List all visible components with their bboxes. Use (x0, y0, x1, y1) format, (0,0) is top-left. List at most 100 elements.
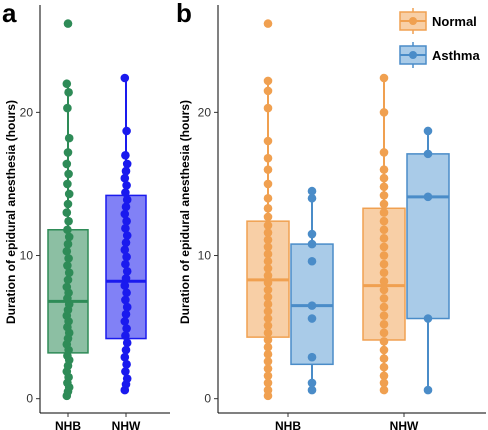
panel-b-normal-nhb-point (263, 335, 273, 345)
panel-b-normal-nhw-point (379, 319, 389, 329)
panel-a-nhw-point (122, 374, 132, 383)
panel-b-letter: b (176, 0, 192, 28)
panel-b-x-tick-label: NHW (390, 419, 419, 430)
panel-a-nhw-point (120, 352, 130, 362)
panel-b-normal-nhb-point (263, 371, 273, 381)
panel-b-normal-nhw-point (379, 73, 389, 83)
panel-b-normal-nhb-point (263, 76, 273, 86)
legend-item-normal: Normal (399, 8, 477, 34)
panel-b-normal-nhb-point (263, 221, 273, 230)
panel-b-asthma-nhb-point (307, 229, 317, 239)
panel-b-normal-nhb-point (263, 153, 273, 163)
panel-a-nhw-point (120, 281, 130, 290)
panel-a-nhw-point (122, 252, 131, 262)
panel-b-normal-nhb-point (263, 321, 273, 330)
panel-b-asthma-nhb-point (307, 385, 317, 395)
panel-b-normal-nhb-point (263, 299, 273, 309)
panel-a-nhb-point (62, 246, 72, 256)
panel-b-normal-nhw-point (379, 328, 389, 338)
panel-b-normal-nhw-point (379, 148, 389, 157)
panel-b-asthma-nhb-point (307, 314, 317, 323)
legend-item-asthma: Asthma (399, 42, 480, 68)
panel-b-normal-nhw-point (379, 191, 389, 200)
panel-b-asthma-nhw-point (423, 314, 433, 323)
panel-b-normal-nhw-point (379, 385, 389, 395)
panel-b-normal-nhw-point (379, 302, 389, 312)
panel-a-nhw-point (121, 331, 130, 340)
panel-b-normal-nhb-point (263, 86, 273, 96)
panel-a-nhb-point (63, 275, 73, 285)
panel-a-nhw-point (121, 274, 131, 283)
panel-a-letter: a (2, 0, 17, 28)
panel-b-normal-nhb-point (263, 256, 273, 266)
panel-b-normal-nhw-point (379, 268, 389, 278)
panel-b-normal-nhw-point (379, 199, 389, 209)
panel-b-normal-nhb-point (263, 385, 273, 395)
panel-b-normal-nhw-point (379, 285, 389, 295)
panel-b-asthma-nhb-point (307, 301, 317, 310)
panel-a-nhw-point (122, 338, 132, 348)
panel-b-normal-nhb-point (263, 342, 273, 352)
panel-b-normal-nhb-point (263, 307, 273, 316)
panel-a-nhw-point (121, 238, 131, 247)
panel-b-normal-nhw-point (379, 173, 389, 183)
panel-b-y-axis-title: Duration of epidural anesthesia (hours) (178, 100, 192, 324)
panel-a-nhw-point (121, 259, 130, 269)
panel-a-nhb-point (64, 169, 73, 179)
panel-b-normal-nhb-point (263, 235, 273, 245)
panel-a-nhb-point (63, 199, 73, 209)
panel-b-normal-nhw-point (379, 345, 389, 355)
panel-a-nhw-point (120, 317, 130, 326)
panel-a-nhw-point (122, 324, 131, 333)
panel-a-nhb-point (62, 159, 72, 169)
panel-a-nhw-point (120, 173, 130, 183)
panel-a-y-axis-title: Duration of epidural anesthesia (hours) (4, 100, 18, 324)
panel-b-legend: Normal Asthma (399, 8, 480, 68)
panel-b-normal-nhw-point (379, 251, 389, 260)
panel-a-nhb-point (63, 179, 72, 189)
panel-a-nhw-point (121, 166, 131, 176)
panel-a-y-tick-label: 10 (20, 249, 34, 263)
panel-b-normal-nhw-point (379, 259, 389, 269)
panel-a-nhw-point (121, 367, 130, 376)
panel-b-normal-nhb-point (263, 278, 273, 288)
panel-b-normal-nhw-point (379, 208, 389, 217)
panel-a-nhb-point (63, 103, 72, 113)
panel-a-nhb-point (64, 133, 74, 143)
panel-a-nhw-point (120, 73, 130, 83)
legend-key-point (409, 51, 417, 59)
panel-b-asthma-nhw-point (423, 149, 433, 159)
panel-b-normal-nhb-point (263, 378, 273, 388)
panel-b-chart: Duration of epidural anesthesia (hours) … (178, 5, 486, 430)
panel-a-nhw-point (122, 360, 131, 369)
panel-b-normal-nhb-point (263, 136, 273, 146)
panel-a-nhb-point (64, 254, 73, 263)
panel-b-normal-nhb-point (263, 103, 273, 113)
panel-b-asthma-nhw-point (423, 192, 433, 202)
panel-a-nhw-point (120, 209, 130, 219)
panel-a-nhb-point (62, 282, 72, 292)
panel-b-normal-nhb-point (263, 350, 273, 359)
panel-b-asthma-nhb-point (307, 239, 317, 249)
panel-b-normal-nhb-point (263, 228, 273, 237)
panel-b-normal-nhb-point (263, 19, 273, 28)
legend-label-asthma: Asthma (432, 48, 480, 63)
panel-b-normal-nhw-point (379, 165, 389, 174)
panel-b-normal-nhw-point (379, 362, 389, 372)
panel-a-nhb-point (63, 261, 72, 270)
panel-a-nhw-point (121, 202, 131, 212)
panel-b-normal-nhw-point (379, 337, 389, 346)
panel-a-nhw-point (121, 309, 131, 319)
panel-b-normal-nhb-point (263, 271, 273, 280)
panel-b-normal-nhb-point (263, 193, 273, 203)
panel-a-nhb-point (64, 216, 73, 226)
legend-key-point (409, 17, 417, 25)
panel-b-normal-nhb-point (263, 328, 273, 338)
panel-a-nhw-point (122, 181, 131, 190)
panel-a-x-tick-label: NHB (55, 419, 81, 430)
panel-a-nhw-point (122, 302, 132, 312)
panel-a-nhb-point (63, 148, 73, 157)
panel-b-asthma-nhb-point (307, 186, 317, 196)
panel-a-nhw-point (122, 216, 131, 226)
panel-b-normal-nhb-point (263, 242, 273, 252)
